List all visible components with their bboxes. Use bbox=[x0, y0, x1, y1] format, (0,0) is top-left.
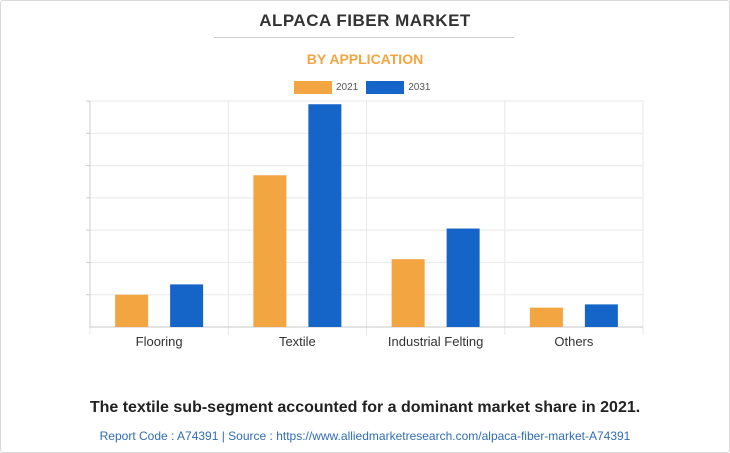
chart-summary: The textile sub-segment accounted for a … bbox=[89, 399, 641, 416]
chart-legend: 2021 2031 bbox=[294, 80, 439, 94]
bar-2031-textile bbox=[308, 104, 342, 327]
title-divider bbox=[214, 37, 514, 38]
bar-2021-others bbox=[529, 307, 563, 327]
bar-2021-industrial-felting bbox=[391, 259, 425, 327]
bar-2021-flooring bbox=[115, 294, 149, 327]
bar-2031-industrial-felting bbox=[446, 228, 480, 327]
bar-2031-flooring bbox=[170, 284, 204, 327]
legend-item-2021[interactable]: 2021 bbox=[294, 80, 359, 94]
chart-title: ALPACA FIBER MARKET bbox=[259, 11, 471, 30]
chart-subtitle: BY APPLICATION bbox=[306, 51, 424, 67]
source-line[interactable]: Report Code : A74391 | Source : https://… bbox=[99, 429, 631, 443]
bar-2021-textile bbox=[253, 175, 287, 327]
x-tick-label: Industrial Felting bbox=[388, 334, 483, 349]
legend-label-2021: 2021 bbox=[336, 81, 359, 93]
legend-swatch-2031 bbox=[366, 80, 405, 94]
legend-item-2031[interactable]: 2031 bbox=[366, 80, 431, 94]
x-tick-label: Flooring bbox=[136, 334, 183, 349]
x-tick-label: Others bbox=[554, 334, 594, 349]
bar-2031-others bbox=[584, 304, 618, 327]
x-tick-label: Textile bbox=[279, 334, 316, 349]
legend-label-2031: 2031 bbox=[408, 81, 431, 93]
legend-swatch-2021 bbox=[294, 80, 332, 94]
